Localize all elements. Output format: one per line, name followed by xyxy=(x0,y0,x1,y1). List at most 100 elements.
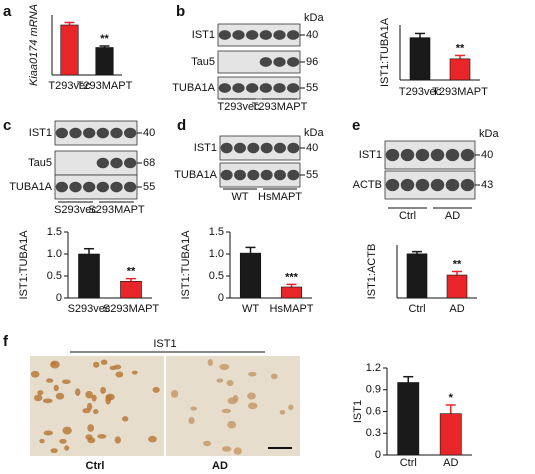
blot-band xyxy=(287,57,300,67)
ihc-cell xyxy=(109,365,117,371)
lane-label: S293vec xyxy=(54,204,97,216)
y-tick-label: 1.5 xyxy=(47,226,62,238)
x-tick-label: Ctrl xyxy=(408,303,425,315)
blot-band xyxy=(69,127,82,139)
kda-unit: kDa xyxy=(479,128,499,140)
ihc-cell xyxy=(55,392,65,400)
ihc-cell xyxy=(148,435,157,443)
ihc-cell xyxy=(53,384,59,392)
kda-unit: kDa xyxy=(304,12,324,24)
blot-row-label: ACTB xyxy=(353,179,382,191)
blot-band xyxy=(260,142,273,154)
ihc-cell xyxy=(97,434,107,439)
y-tick-label: 1.0 xyxy=(209,248,224,260)
y-tick-label: 1.5 xyxy=(209,226,224,238)
y-tick-label: 0 xyxy=(218,292,224,304)
blot-row-label: Tau5 xyxy=(191,56,215,68)
y-axis-label: Kiaa0174 mRNA xyxy=(28,4,40,86)
panel-letter: e xyxy=(352,117,360,134)
ihc-cell xyxy=(82,408,91,414)
blot-band xyxy=(274,169,286,181)
y-tick-label: 0.9 xyxy=(366,384,381,396)
image-title: IST1 xyxy=(153,338,176,350)
x-tick-label: S293MAPT xyxy=(103,303,160,315)
kda-marker: 55 xyxy=(306,82,318,94)
blot-band xyxy=(259,57,272,67)
x-tick-label: AD xyxy=(449,303,464,315)
blot-band xyxy=(385,178,400,192)
ihc-cell xyxy=(227,420,237,429)
blot-band xyxy=(110,127,123,139)
blot-band xyxy=(260,169,273,181)
kda-marker: 55 xyxy=(143,181,155,193)
ihc-cell xyxy=(122,416,129,422)
bar xyxy=(120,280,142,299)
ihc-cell xyxy=(270,373,278,380)
x-tick-label: AD xyxy=(443,457,458,469)
ihc-cell xyxy=(92,409,99,415)
blot-band xyxy=(415,178,430,192)
kda-unit: kDa xyxy=(304,127,324,139)
x-tick-label: T293MAPT xyxy=(432,86,488,98)
x-tick-label: T293vec xyxy=(48,80,91,92)
ihc-cell xyxy=(170,389,179,398)
blot-band xyxy=(110,181,123,193)
ihc-cell xyxy=(30,370,40,378)
ihc-cell xyxy=(207,359,213,367)
ihc-cell xyxy=(75,388,81,397)
bar xyxy=(449,58,471,81)
x-tick-label: HsMAPT xyxy=(270,303,314,315)
blot-band xyxy=(274,142,286,154)
lane-label: S293MAPT xyxy=(88,204,145,216)
lane-label: AD xyxy=(445,210,460,222)
blot-band xyxy=(246,83,259,93)
ihc-cell xyxy=(188,417,195,424)
ihc-cell xyxy=(226,380,234,387)
significance: ** xyxy=(456,42,465,54)
kda-marker: 96 xyxy=(306,56,318,68)
y-axis-label: IST1:TUBA1A xyxy=(379,17,391,87)
bar xyxy=(95,47,114,76)
blot-strip xyxy=(219,135,301,161)
blot-band xyxy=(124,157,137,169)
ihc-cell xyxy=(64,445,70,451)
blot-band xyxy=(400,178,415,192)
bar xyxy=(446,274,468,299)
blot-band xyxy=(246,30,259,40)
blot-strip xyxy=(54,174,138,200)
blot-band xyxy=(110,157,123,169)
blot-band xyxy=(415,148,430,162)
panel-letter: c xyxy=(3,117,11,134)
x-tick-label: Ctrl xyxy=(400,457,417,469)
lane-label: WT xyxy=(231,191,248,203)
significance: *** xyxy=(285,271,299,283)
blot-band xyxy=(124,181,137,193)
blot-band xyxy=(430,178,445,192)
ihc-cell xyxy=(152,386,160,393)
ihc-cell xyxy=(33,394,43,402)
blot-band xyxy=(232,83,245,93)
blot-band xyxy=(218,30,231,40)
kda-marker: 40 xyxy=(481,149,493,161)
kda-marker: 68 xyxy=(143,157,155,169)
x-tick-label: T293vec xyxy=(399,86,442,98)
ihc-cell xyxy=(85,390,93,399)
kda-marker: 43 xyxy=(481,179,493,191)
image-label: AD xyxy=(212,460,228,472)
blot-band xyxy=(55,181,68,193)
ihc-cell xyxy=(87,437,96,444)
blot-band xyxy=(460,148,475,162)
blot-band xyxy=(400,148,415,162)
lane-label: HsMAPT xyxy=(258,191,302,203)
kda-marker: 40 xyxy=(306,29,318,41)
significance: ** xyxy=(127,266,136,278)
ihc-cell xyxy=(247,402,258,410)
y-axis-label: IST1:ACTB xyxy=(366,244,378,300)
blot-band xyxy=(234,169,246,181)
ihc-cell xyxy=(247,392,256,400)
bar xyxy=(397,382,420,456)
y-tick-label: 0.3 xyxy=(366,427,381,439)
ihc-cell xyxy=(221,408,232,414)
blot-band xyxy=(287,169,300,181)
